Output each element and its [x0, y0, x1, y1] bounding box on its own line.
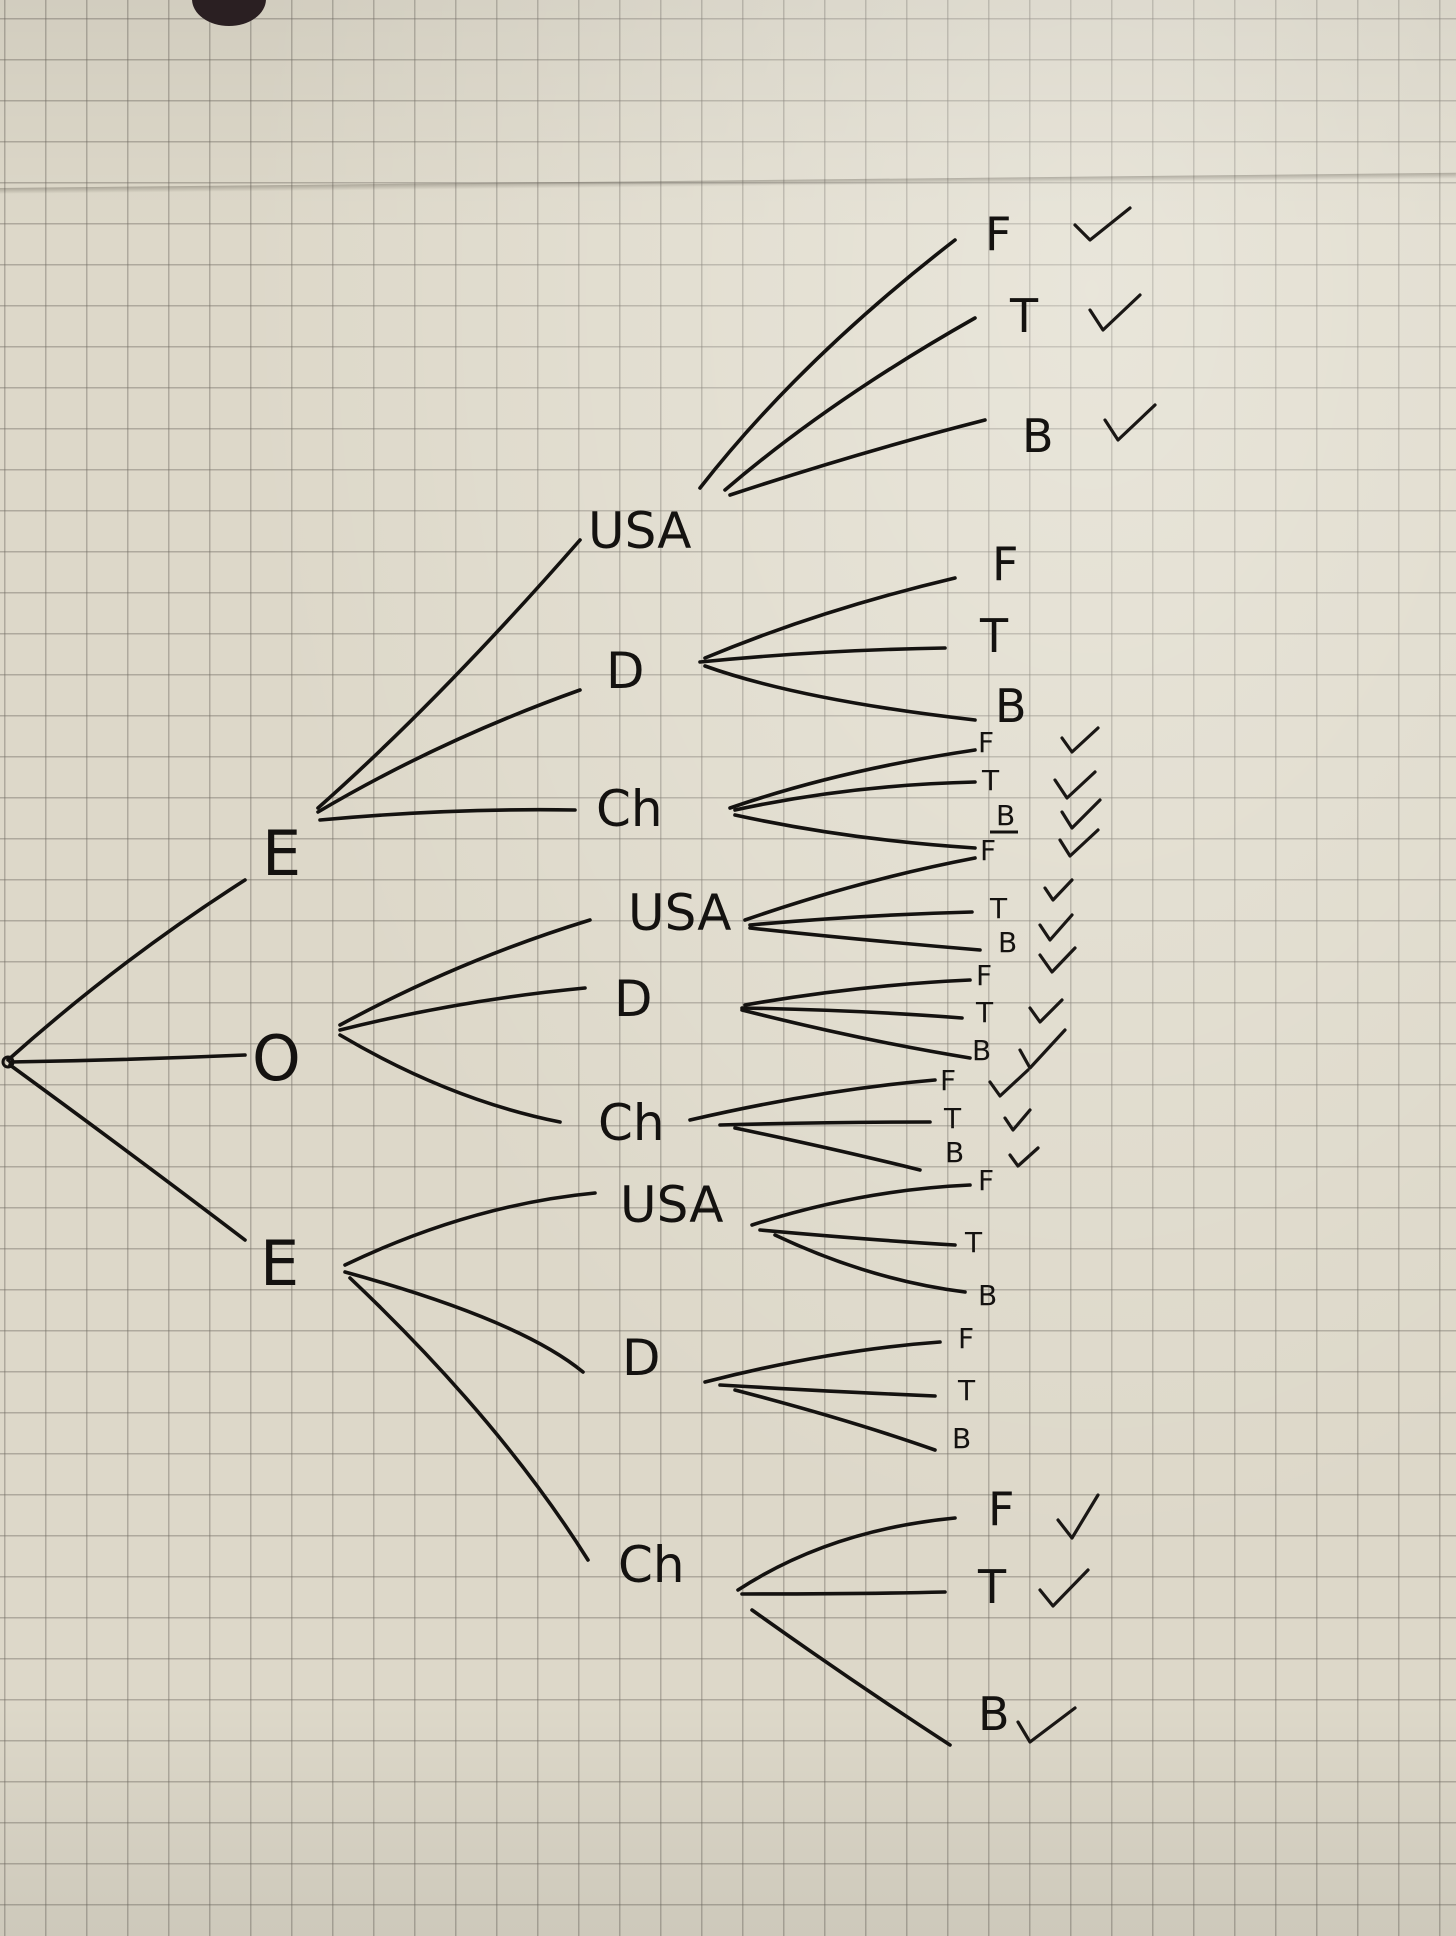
edge-ch1-f: [728, 748, 977, 810]
edge-e1-d: [316, 688, 582, 814]
leaf-b-ch3: B: [978, 1687, 1010, 1741]
check-t-usa1: [1088, 293, 1142, 332]
leaf-t-d2: T: [975, 996, 994, 1029]
node-usa-3: USA: [620, 1176, 723, 1234]
leaf-f-d3: F: [958, 1322, 974, 1355]
node-d-3: D: [622, 1329, 661, 1387]
edge-d2-t: [740, 1006, 964, 1020]
edge-ch1-t: [733, 780, 977, 812]
edge-ch3-f: [736, 1516, 957, 1592]
leaf-b-d2: B: [972, 1034, 991, 1067]
edge-usa2-t: [748, 910, 974, 927]
leaf-t-usa3: T: [964, 1226, 983, 1259]
edge-d1-t: [698, 646, 947, 664]
edge-usa2-f: [743, 856, 977, 922]
edge-e2-usa: [343, 1191, 597, 1267]
edge-ch1-b: [733, 813, 977, 850]
leaf-b-d3: B: [952, 1422, 971, 1455]
edge-o-d: [338, 986, 587, 1032]
node-usa-2: USA: [628, 884, 731, 942]
edge-ch2-b: [733, 1126, 922, 1172]
leaf-t-ch2: T: [943, 1102, 962, 1135]
check-b-ch3: [1016, 1706, 1077, 1744]
edge-usa3-f: [750, 1183, 972, 1227]
node-o: O: [252, 1022, 301, 1095]
check-t-ch1: [1053, 770, 1097, 800]
edge-ch2-f: [688, 1078, 937, 1122]
node-ch-2: Ch: [598, 1094, 665, 1152]
edge-usa3-b: [773, 1233, 967, 1294]
edge-d2-b: [740, 1008, 972, 1060]
leaf-f-d1: F: [992, 537, 1018, 591]
check-t-ch3: [1038, 1568, 1090, 1608]
edge-usa1-t: [723, 316, 977, 492]
edge-o-usa: [338, 918, 592, 1027]
leaf-f-usa1: F: [985, 207, 1011, 261]
edge-usa1-f: [698, 238, 957, 490]
leaf-f-ch1: F: [978, 726, 994, 759]
check-b-ch2: [1008, 1146, 1040, 1168]
node-ch-1: Ch: [596, 780, 663, 838]
edge-root-e1: [6, 878, 247, 1062]
edge-usa3-t: [758, 1228, 957, 1247]
edge-d3-f: [703, 1340, 942, 1384]
edge-e2-ch: [348, 1276, 590, 1562]
leaf-b-usa1: B: [1022, 409, 1054, 463]
edge-usa1-b: [728, 418, 987, 497]
edge-e1-ch: [318, 807, 577, 822]
edge-d2-f: [743, 978, 972, 1007]
leaf-f-usa3: F: [978, 1164, 994, 1197]
check-f-usa1: [1073, 206, 1132, 242]
leaf-f-ch2: F: [940, 1064, 956, 1097]
node-usa-1: USA: [588, 502, 691, 560]
leaf-b-ch1: B: [996, 799, 1015, 832]
check-b-usa1: [1103, 403, 1157, 442]
edge-e1-usa: [316, 538, 582, 810]
check-t-usa2: [1043, 878, 1074, 902]
leaf-t-d1: T: [979, 609, 1009, 663]
leaf-t-ch3: T: [977, 1560, 1007, 1614]
leaf-f-usa2: F: [980, 834, 996, 867]
node-d-2: D: [614, 970, 653, 1028]
node-e-bottom: E: [260, 1227, 299, 1300]
edge-d1-b: [703, 664, 977, 722]
node-d-1: D: [606, 642, 645, 700]
edge-d3-t: [718, 1383, 937, 1398]
edge-ch3-t: [740, 1590, 947, 1596]
check-f-ch2: [988, 1068, 1030, 1098]
edge-root-e2: [8, 1063, 247, 1242]
node-e-top: E: [262, 817, 301, 890]
check-f-d2: [1038, 946, 1077, 974]
check-t-ch2: [1003, 1108, 1032, 1132]
check-b-d2: [1018, 1028, 1067, 1070]
edge-ch3-b: [750, 1608, 952, 1747]
leaf-b-usa3: B: [978, 1279, 997, 1312]
edge-ch2-t: [718, 1120, 932, 1127]
leaf-b-ch2: B: [945, 1136, 964, 1169]
edge-o-ch: [338, 1033, 562, 1124]
edge-d1-f: [703, 576, 957, 660]
leaf-t-usa1: T: [1009, 289, 1039, 343]
node-ch-3: Ch: [618, 1536, 685, 1594]
leaf-f-ch3: F: [988, 1482, 1014, 1536]
check-b-usa2: [1038, 913, 1074, 942]
edge-root-o: [8, 1053, 247, 1064]
leaf-t-usa2: T: [989, 892, 1008, 925]
check-t-d2: [1028, 998, 1064, 1024]
check-f-ch1: [1060, 726, 1100, 754]
edge-d3-b: [733, 1388, 937, 1452]
check-b-ch1: [1060, 798, 1102, 830]
check-f-usa2: [1058, 828, 1100, 858]
leaf-t-ch1: T: [981, 764, 1000, 797]
leaf-b-d1: B: [995, 679, 1027, 733]
leaf-t-d3: T: [957, 1374, 976, 1407]
edge-e2-d: [343, 1270, 585, 1374]
check-f-ch3: [1056, 1493, 1100, 1540]
leaf-b-usa2: B: [998, 926, 1017, 959]
leaf-f-d2: F: [976, 959, 992, 992]
edge-usa2-b: [748, 926, 982, 952]
